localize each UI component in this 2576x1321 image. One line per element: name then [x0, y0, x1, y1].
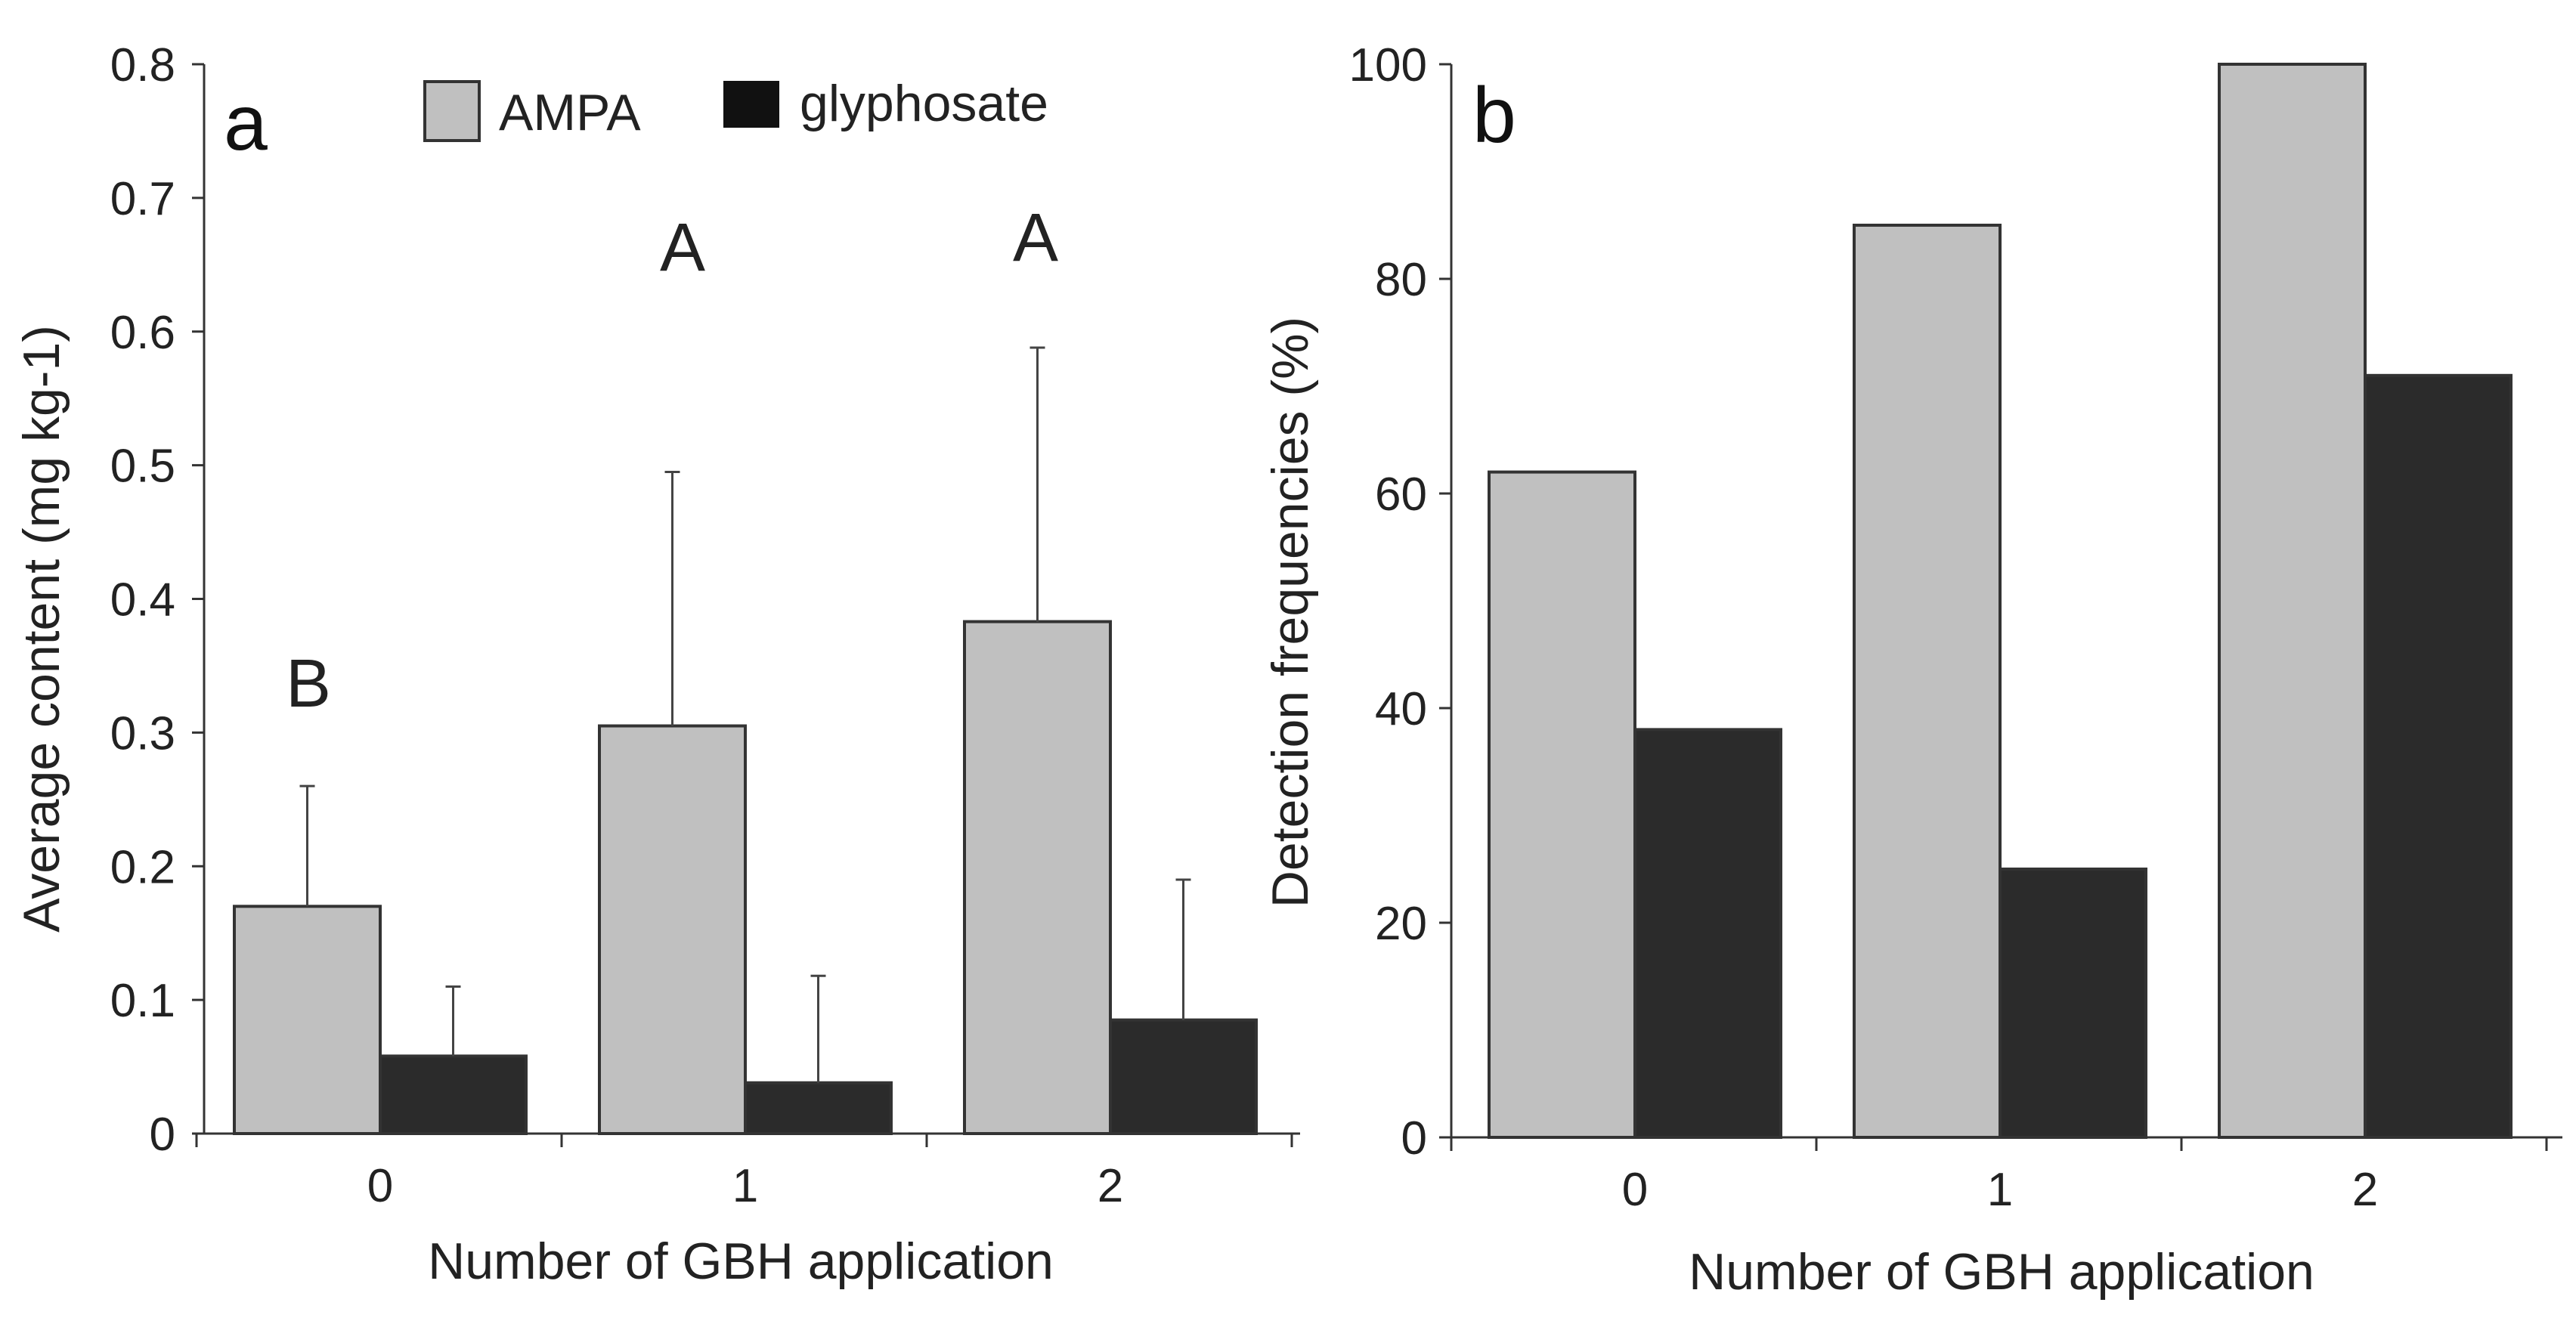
panel-b-y-tick-label: 80: [1375, 254, 1427, 306]
panel-a-bar-glyphosate: [744, 1081, 893, 1135]
panel-a-sig-letter-2: A: [1013, 200, 1058, 276]
panel-a-y-tick-label: 0.4: [110, 574, 175, 626]
legend-label-ampa: AMPA: [499, 84, 641, 141]
panel-a-bar-ampa: [598, 724, 747, 1135]
panel-b-bar-glyphosate: [2364, 373, 2513, 1139]
panel-b-y-tick-label: 20: [1375, 898, 1427, 950]
panel-a: a AMPA glyphosate Average content (mg kg…: [13, 39, 1300, 1290]
panel-a-x-axis-title: Number of GBH application: [428, 1233, 1054, 1290]
panel-a-bar-glyphosate: [1109, 1018, 1258, 1135]
panel-a-y-axis-title: Average content (mg kg-1): [13, 325, 70, 933]
panel-a-sig-letter-1: A: [660, 210, 705, 286]
legend-swatch-glyphosate: [723, 81, 779, 128]
legend-label-glyphosate: glyphosate: [800, 75, 1048, 132]
panel-b-x-tick-label: 2: [2352, 1164, 2378, 1216]
panel-b-y-tick-label: 60: [1375, 469, 1427, 521]
panel-b-bar-ampa: [1488, 470, 1636, 1139]
panel-a-bar-ampa: [233, 905, 382, 1135]
panel-a-y-tick-label: 0.7: [110, 173, 175, 225]
panel-b-letter: b: [1472, 72, 1516, 159]
panel-b-bar-glyphosate: [1999, 868, 2147, 1139]
panel-a-y-tick-label: 0.2: [110, 841, 175, 893]
panel-a-y-tick-label: 0.6: [110, 307, 175, 359]
panel-b-y-tick-label: 40: [1375, 683, 1427, 735]
panel-b-y-tick-label: 100: [1349, 39, 1427, 91]
panel-a-y-tick-label: 0.8: [110, 39, 175, 91]
panel-b-x-axis-title: Number of GBH application: [1689, 1243, 2314, 1301]
panel-b-x-tick-label: 1: [1987, 1164, 2013, 1216]
panel-b-y-tick-label: 0: [1401, 1112, 1427, 1165]
panel-a-bar-glyphosate: [379, 1054, 528, 1135]
panel-a-letter: a: [224, 79, 268, 167]
panel-a-y-tick-label: 0: [150, 1109, 175, 1161]
panel-b-bar-ampa: [2218, 63, 2367, 1139]
panel-b-bar-ampa: [1853, 224, 2002, 1139]
panel-a-x-tick-label: 0: [367, 1160, 393, 1212]
panel-a-y-tick-label: 0.1: [110, 975, 175, 1027]
panel-a-y-tick-label: 0.5: [110, 441, 175, 493]
panel-a-x-tick-label: 1: [732, 1160, 758, 1212]
panel-a-sig-letter-0: B: [286, 646, 331, 722]
panel-a-bar-ampa: [963, 620, 1112, 1135]
panel-b-bar-glyphosate: [1633, 728, 1782, 1139]
panel-b: b Detection frequencies (%) Number of GB…: [1262, 39, 2562, 1301]
panel-b-y-axis-title: Detection frequencies (%): [1262, 317, 1319, 908]
legend-swatch-ampa: [423, 80, 481, 142]
panel-b-x-tick-label: 0: [1622, 1164, 1648, 1216]
panel-a-y-tick-label: 0.3: [110, 707, 175, 759]
panel-a-x-tick-label: 2: [1098, 1160, 1123, 1212]
